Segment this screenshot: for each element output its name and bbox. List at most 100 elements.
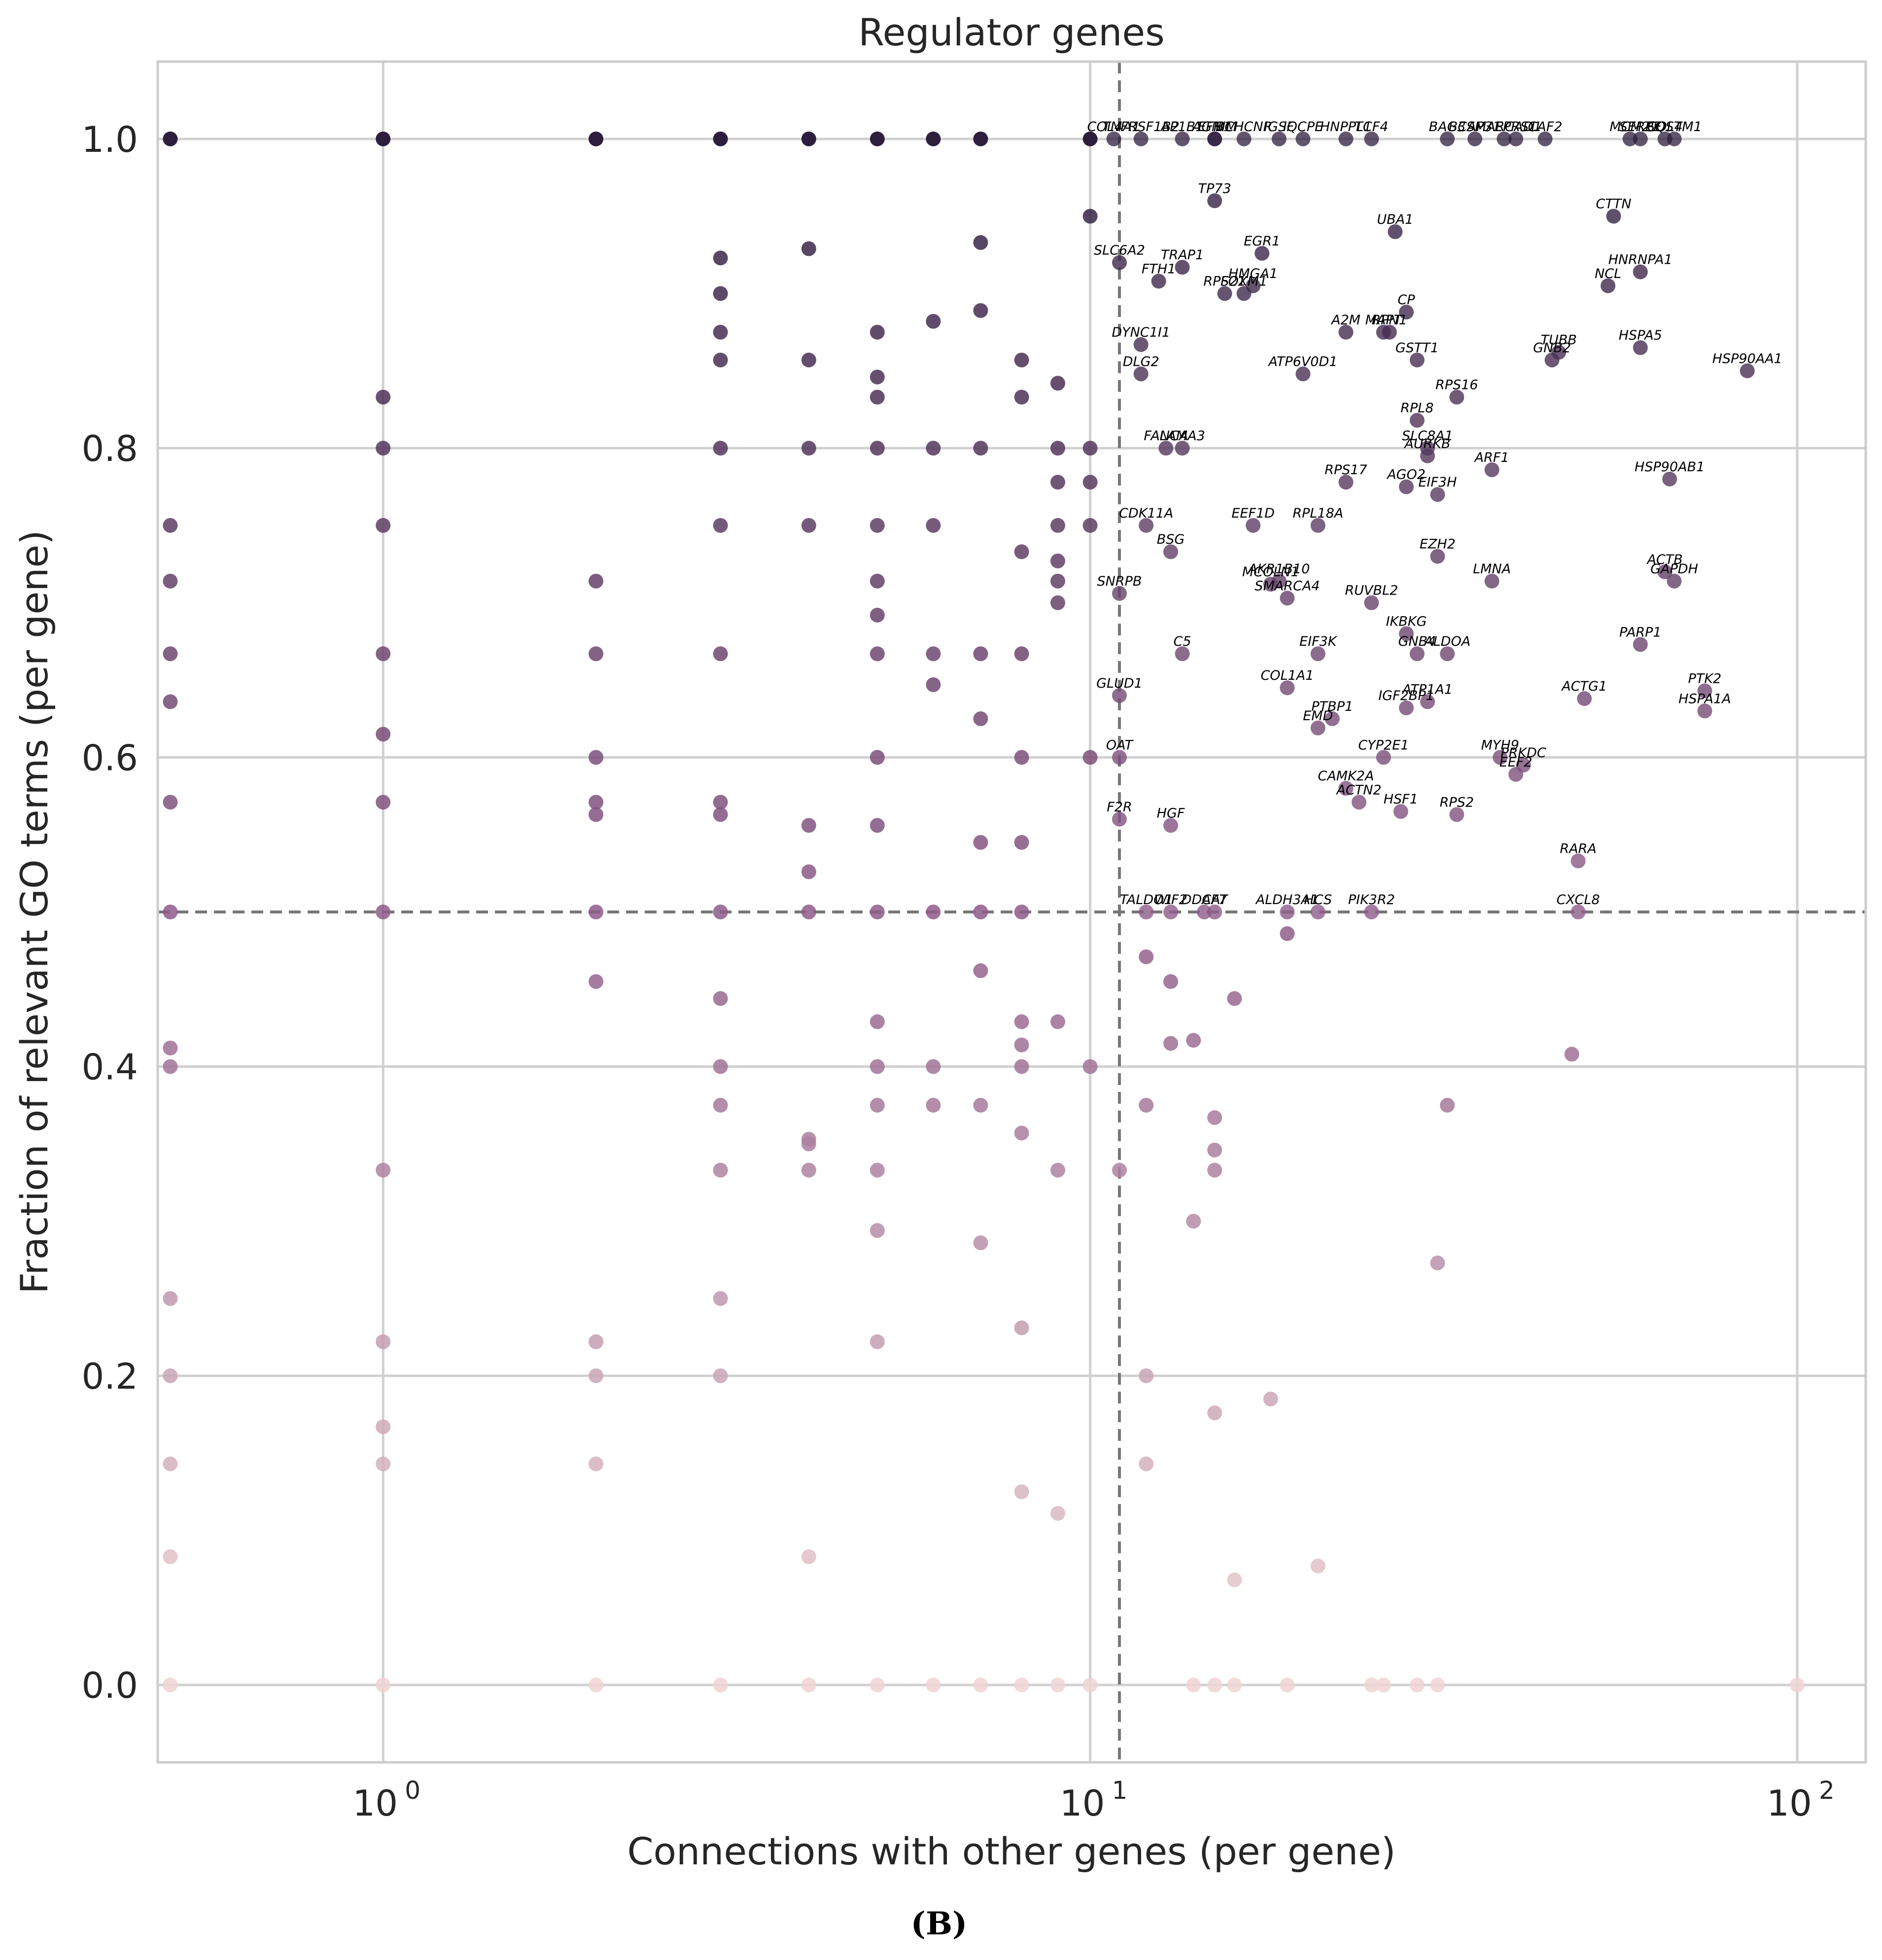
data-point — [1014, 1037, 1029, 1052]
data-point — [870, 518, 885, 533]
data-point — [1310, 646, 1325, 662]
data-point — [1014, 352, 1029, 368]
data-point — [801, 352, 816, 368]
y-tick-label: 0.2 — [81, 1356, 138, 1397]
gene-label: HCS — [1304, 892, 1332, 908]
data-point — [1399, 479, 1414, 494]
data-point — [926, 905, 941, 919]
gene-label: RARA — [1560, 841, 1596, 857]
gene-label: TP73 — [1198, 181, 1231, 196]
data-point — [1014, 544, 1029, 560]
data-point — [1186, 1214, 1201, 1229]
data-point — [1633, 637, 1648, 652]
data-point — [1310, 905, 1325, 919]
data-point — [376, 1334, 391, 1349]
data-point — [1139, 1098, 1154, 1113]
data-point — [801, 131, 816, 146]
data-point — [1227, 1678, 1242, 1693]
gene-label: NCL — [1595, 266, 1621, 281]
gene-label: EIF3K — [1299, 634, 1338, 649]
data-point — [1151, 274, 1166, 289]
data-point — [713, 807, 728, 822]
data-point — [1050, 441, 1065, 456]
data-point — [1050, 376, 1065, 391]
gene-label: COL4 — [1647, 119, 1682, 135]
gene-label: MCOLN1 — [1242, 564, 1299, 580]
data-point — [926, 1678, 941, 1693]
data-point — [1112, 811, 1127, 827]
x-axis-label: Connections with other genes (per gene) — [627, 1829, 1395, 1873]
data-point — [589, 795, 604, 810]
data-point — [1280, 1678, 1295, 1693]
gene-label: IQCPE — [1283, 119, 1323, 135]
data-point — [1207, 1143, 1222, 1157]
gene-label: C5 — [1174, 634, 1191, 649]
gene-label: RPS21 — [1203, 274, 1246, 289]
data-point — [870, 389, 885, 405]
data-point — [1014, 1059, 1029, 1074]
gene-label: MYH9 — [1481, 737, 1519, 753]
gene-label: BAG3 — [1429, 119, 1466, 135]
figure-caption: (B) — [911, 1905, 968, 1942]
data-point — [713, 795, 728, 810]
x-tick-base: 10 — [352, 1783, 398, 1824]
data-point — [589, 905, 604, 919]
data-point — [1430, 487, 1445, 502]
gene-label: RPS17 — [1324, 462, 1367, 478]
gene-label: CAF2 — [1528, 119, 1563, 135]
data-point — [1449, 389, 1464, 405]
data-point — [1662, 471, 1677, 487]
gene-label: EZH2 — [1420, 537, 1456, 552]
data-point — [1082, 475, 1098, 490]
data-point — [1263, 1391, 1278, 1406]
gene-label: GNB2 — [1533, 340, 1571, 355]
data-point — [713, 991, 728, 1006]
data-point — [1207, 193, 1222, 209]
data-point — [589, 131, 604, 146]
data-point — [1246, 278, 1261, 293]
gene-label: IGSF — [1264, 119, 1294, 135]
y-tick-label: 0.4 — [81, 1047, 138, 1088]
data-point — [1082, 441, 1098, 456]
data-point — [1112, 255, 1127, 270]
gene-label: WIF2 — [1154, 892, 1187, 908]
gene-label: IGF2BP1 — [1378, 688, 1434, 703]
data-point — [713, 250, 728, 266]
data-point — [1484, 573, 1499, 589]
data-point — [1227, 1572, 1242, 1587]
data-point — [1014, 389, 1029, 405]
data-point — [589, 646, 604, 662]
gene-label: FANCA — [1144, 428, 1188, 444]
gene-label: EEF1D — [1231, 506, 1275, 521]
data-point — [376, 389, 391, 405]
data-point — [1255, 245, 1270, 261]
y-tick-label: 1.0 — [81, 119, 138, 160]
data-point — [1014, 1320, 1029, 1335]
data-point — [1014, 835, 1029, 850]
data-point — [1050, 554, 1065, 569]
data-point — [801, 905, 816, 919]
data-point — [1449, 807, 1464, 822]
data-point — [1050, 475, 1065, 490]
data-point — [1014, 750, 1029, 765]
data-point — [1186, 1678, 1201, 1693]
gene-label: GSTT1 — [1395, 340, 1439, 355]
y-axis-label: Fraction of relevant GO terms (per gene) — [12, 530, 56, 1294]
y-axis-ticks: 0.0 0.2 0.4 0.6 0.8 1.0 — [81, 119, 138, 1706]
data-point — [1207, 1162, 1222, 1178]
gene-label: TCF4 — [1355, 119, 1388, 135]
data-point — [870, 1334, 885, 1349]
data-point — [1440, 646, 1455, 662]
data-point — [163, 1549, 178, 1564]
data-point — [973, 1678, 988, 1693]
data-point — [1351, 795, 1366, 810]
data-point — [1338, 324, 1354, 340]
data-point — [1207, 1110, 1222, 1125]
data-point — [870, 573, 885, 589]
data-point — [870, 369, 885, 385]
gene-label: ARF1 — [1474, 450, 1509, 465]
gene-label: HSPA5 — [1619, 328, 1662, 343]
data-point — [1197, 905, 1212, 919]
data-point — [1633, 340, 1648, 355]
